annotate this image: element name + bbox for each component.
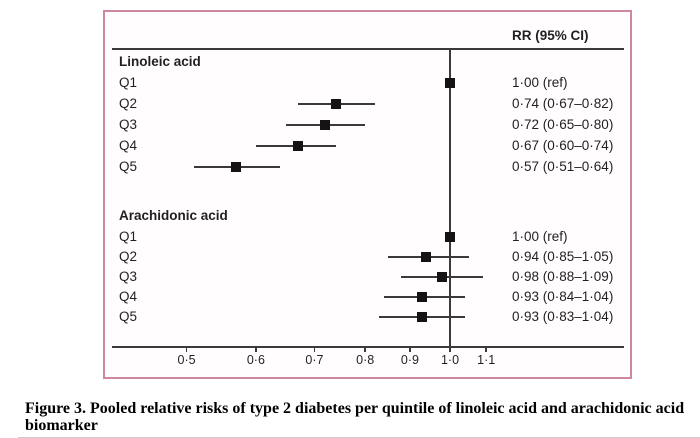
x-axis-tick-label: 1·0 xyxy=(440,353,460,367)
rr-ci-value: 1·00 (ref) xyxy=(512,75,568,90)
quintile-label: Q3 xyxy=(119,269,138,284)
rr-ci-value: 0·98 (0·88–1·09) xyxy=(512,269,614,284)
quintile-label: Q2 xyxy=(119,96,138,111)
quintile-label: Q5 xyxy=(119,309,138,324)
x-axis-tick xyxy=(313,346,316,352)
caption-line-1: Figure 3. Pooled relative risks of type … xyxy=(25,400,685,417)
quintile-label: Q3 xyxy=(119,117,138,132)
x-axis-tick xyxy=(185,346,188,352)
rr-ci-value: 0·93 (0·83–1·04) xyxy=(512,309,614,324)
quintile-label: Q1 xyxy=(119,75,138,90)
point-estimate-marker xyxy=(421,252,432,262)
group-label: Linoleic acid xyxy=(119,54,201,69)
x-axis-tick-label: 0·9 xyxy=(400,353,419,367)
x-axis-tick xyxy=(409,346,411,352)
rr-ci-column-header: RR (95% CI) xyxy=(512,28,589,43)
reference-line xyxy=(449,48,451,348)
figure-caption: Figure 3. Pooled relative risks of type … xyxy=(25,400,700,434)
quintile-label: Q4 xyxy=(119,138,138,153)
quintile-label: Q1 xyxy=(119,229,138,244)
rr-ci-value: 0·67 (0·60–0·74) xyxy=(512,138,614,153)
group-label: Arachidonic acid xyxy=(119,208,228,223)
point-estimate-marker xyxy=(292,141,303,151)
rr-ci-value: 0·72 (0·65–0·80) xyxy=(512,117,614,132)
x-axis-tick xyxy=(485,346,487,352)
x-axis-tick-label: 0·8 xyxy=(356,353,375,367)
quintile-label: Q4 xyxy=(119,289,138,304)
plot-panel: RR (95% CI) 0·5 0·6 0·7 0·8 0·9 1·0 1·1 Linolei… xyxy=(103,10,632,379)
quintile-label: Q2 xyxy=(119,249,138,264)
x-axis-tick xyxy=(255,346,257,352)
point-estimate-marker xyxy=(417,312,428,322)
point-estimate-marker xyxy=(445,78,455,88)
rr-ci-value: 1·00 (ref) xyxy=(512,229,568,244)
point-estimate-marker xyxy=(445,232,455,242)
x-axis-line xyxy=(112,346,624,348)
rr-ci-value: 0·93 (0·84–1·04) xyxy=(512,289,614,304)
x-axis-tick xyxy=(449,346,451,352)
point-estimate-marker xyxy=(320,120,331,130)
point-estimate-marker xyxy=(330,99,341,109)
rr-ci-value: 0·94 (0·85–1·05) xyxy=(512,249,614,264)
caption-line-2: biomarker xyxy=(25,417,98,434)
x-axis-tick-label: 1·1 xyxy=(477,353,496,367)
x-axis-tick-label: 0·6 xyxy=(246,353,265,367)
rr-ci-value: 0·57 (0·51–0·64) xyxy=(512,159,614,174)
point-estimate-marker xyxy=(417,292,428,302)
x-axis-tick-label: 0·7 xyxy=(305,353,324,367)
quintile-label: Q5 xyxy=(119,159,138,174)
point-estimate-marker xyxy=(437,272,448,282)
header-rule xyxy=(112,48,624,50)
point-estimate-marker xyxy=(231,162,242,172)
x-axis-tick xyxy=(364,346,366,352)
rr-ci-value: 0·74 (0·67–0·82) xyxy=(512,96,614,111)
x-axis-tick-label: 0·5 xyxy=(177,353,196,367)
